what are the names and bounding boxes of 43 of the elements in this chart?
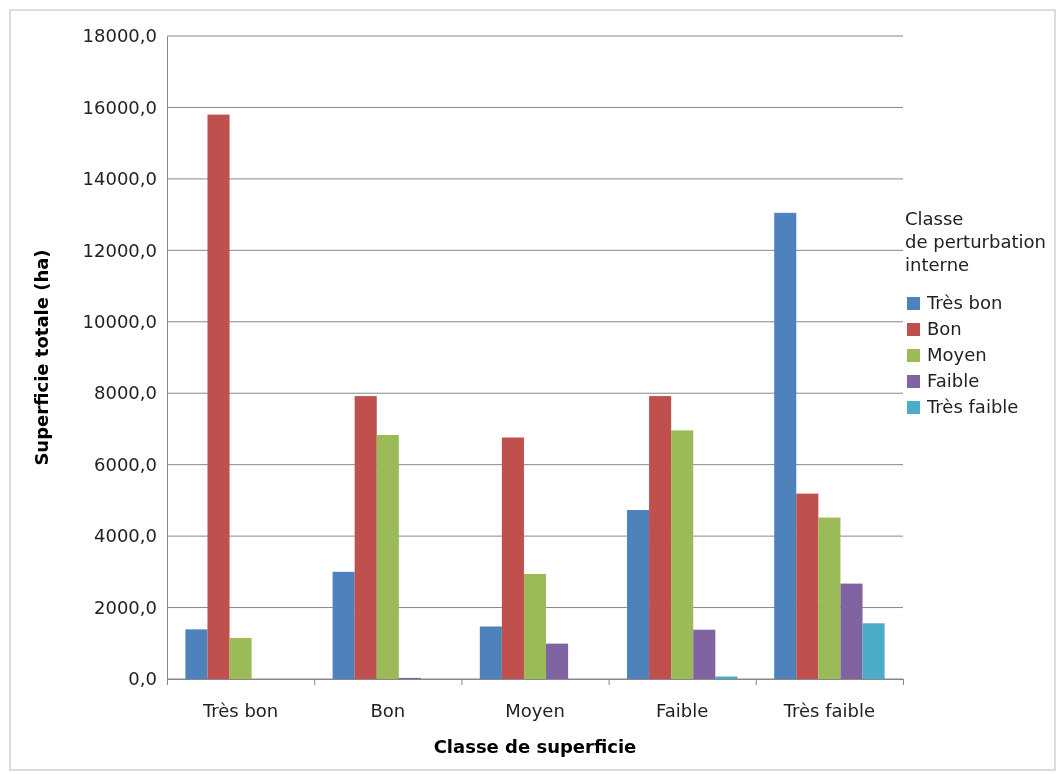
bar [229,637,252,679]
legend-label: Très bon [926,292,1003,313]
bar [523,573,547,679]
bar [627,510,650,679]
bar [332,571,355,679]
bar [649,396,672,679]
bar [479,626,502,679]
legend-title: Classe de perturbation interne [905,208,1046,275]
x-tick-label: Faible [656,700,709,721]
legend-label: Faible [927,370,980,391]
bar [840,583,863,679]
y-tick-label: 8000,0 [94,382,157,404]
x-tick-label: Très faible [782,700,876,721]
y-tick-label: 14000,0 [82,168,157,190]
bar [354,396,377,679]
y-tick-label: 0,0 [128,668,157,690]
bar [546,643,569,679]
bar [671,430,694,679]
bar [796,493,819,679]
y-axis-title: Superficie totale (ha) [31,249,52,466]
bar [693,629,716,679]
legend-label: Bon [927,318,962,339]
y-tick-label: 2000,0 [94,596,157,618]
legend-label: Moyen [927,344,987,365]
bar [715,676,738,679]
y-tick-label: 18000,0 [82,25,157,47]
y-tick-label: 16000,0 [82,96,157,118]
y-tick-label: 10000,0 [82,311,157,333]
bar [774,212,797,679]
x-tick-label: Moyen [505,700,565,721]
x-tick-label: Bon [370,700,406,721]
y-tick-label: 4000,0 [94,525,157,547]
bar [818,517,841,679]
legend-label: Très faible [926,396,1019,417]
bar [185,629,208,679]
bar [501,437,524,679]
y-tick-label: 12000,0 [82,239,157,261]
x-axis-title: Classe de superficie [433,736,637,757]
bar [376,435,399,679]
x-tick-label: Très bon [201,700,279,721]
y-tick-label: 6000,0 [94,453,157,475]
bar [207,114,230,679]
bar [862,623,885,679]
